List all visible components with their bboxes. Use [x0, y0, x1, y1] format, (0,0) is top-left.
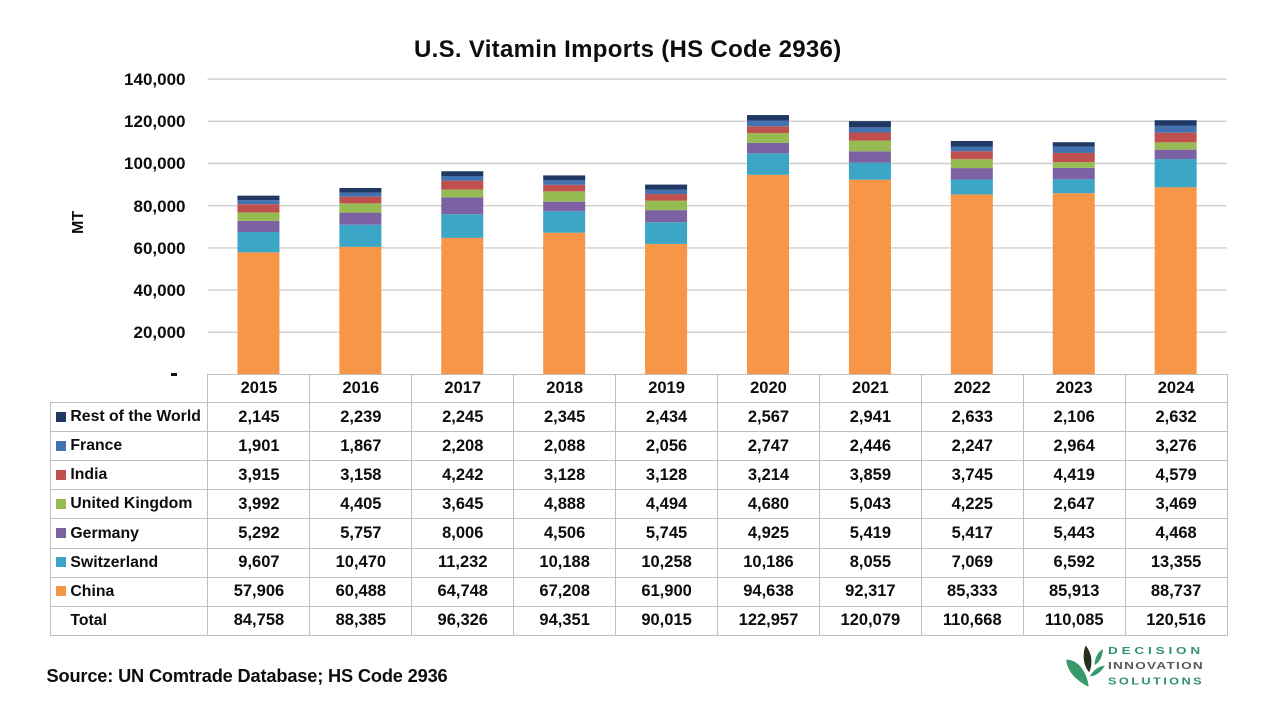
- svg-text:SOLUTIONS: SOLUTIONS: [1108, 676, 1204, 688]
- svg-text:DECISION: DECISION: [1108, 645, 1204, 657]
- svg-text:INNOVATION: INNOVATION: [1108, 660, 1204, 672]
